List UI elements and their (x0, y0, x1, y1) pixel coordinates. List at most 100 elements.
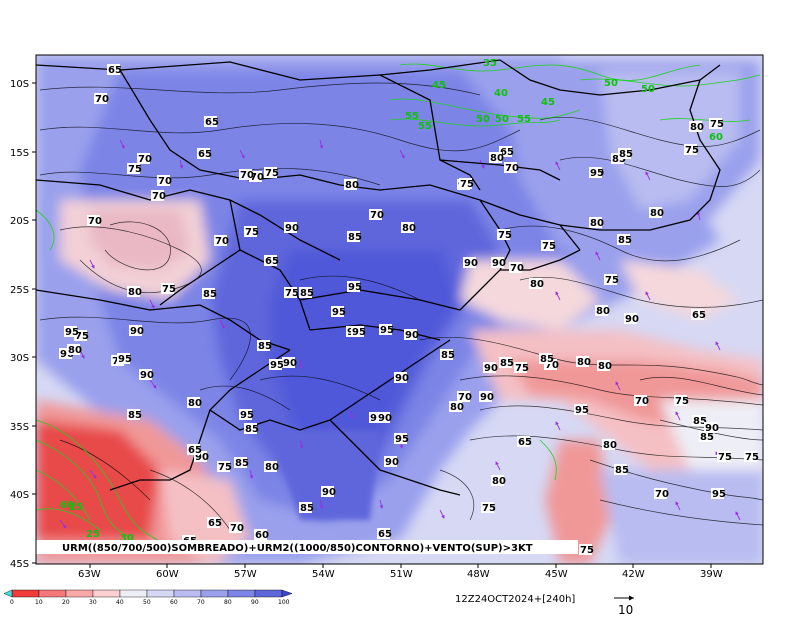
lon-label: 45W (545, 569, 568, 580)
contour-label-background (404, 329, 417, 340)
contour-label: 85 (245, 424, 259, 435)
contour-label-background (129, 325, 142, 336)
contour-label: 90 (405, 330, 419, 341)
contour-label-background (602, 439, 615, 450)
contour-label: 90 (395, 373, 409, 384)
contour-label-background (618, 148, 631, 159)
contour-label-background (377, 412, 390, 423)
contour-label-background (264, 255, 277, 266)
contour-label-background (514, 362, 527, 373)
contour-label-background (207, 517, 220, 528)
contour-label: 85 (619, 149, 633, 160)
colorbar-label: 70 (197, 599, 205, 606)
map-caption: URM((850/700/500)SOMBREADO)+URM2((1000/8… (62, 543, 533, 554)
contour-label-background (157, 175, 170, 186)
contour-label-background (249, 171, 262, 182)
contour-label: 75 (515, 363, 529, 374)
contour-label: 95 (270, 360, 284, 371)
lat-label: 40S (10, 490, 29, 501)
contour-label: 80 (265, 462, 279, 473)
contour-label-background (127, 286, 140, 297)
contour-label-background (127, 163, 140, 174)
contour-label: 75 (128, 164, 142, 175)
contour-label-background (483, 362, 496, 373)
contour-label: 70 (230, 523, 244, 534)
contour-label: 75 (542, 241, 556, 252)
urm2-contours (39, 82, 763, 531)
contour-label: 65 (108, 65, 122, 76)
contour-label-background (299, 287, 312, 298)
contour-label: 65 (692, 310, 706, 321)
contour-label: 80 (690, 122, 704, 133)
contour-label-background (347, 281, 360, 292)
contour-label: 80 (598, 361, 612, 372)
contour-label-background (64, 326, 77, 337)
contour-label: 95 (240, 410, 254, 421)
contour-label-background (744, 451, 757, 462)
plot-frame (35, 54, 764, 565)
contour-label-background (264, 167, 277, 178)
contour-label: 95 (332, 307, 346, 318)
contour-label: 75 (710, 119, 724, 130)
contour-label: 75 (482, 503, 496, 514)
contour-label: 80 (345, 180, 359, 191)
contour-label: 70 (95, 94, 109, 105)
contour-label: 85 (258, 341, 272, 352)
contour-label-background (614, 464, 627, 475)
colorbar-label: 100 (278, 599, 290, 606)
lon-label: 60W (156, 569, 179, 580)
contour-label: 90 (480, 392, 494, 403)
contour-label-background (529, 278, 542, 289)
lon-label: 63W (78, 569, 101, 580)
contour-label: 90 (60, 349, 74, 360)
contour-label-background (351, 326, 364, 337)
contour-label: 80 (650, 208, 664, 219)
contour-label: 80 (68, 345, 82, 356)
contour-label-background (654, 488, 667, 499)
contour-label-background (489, 152, 502, 163)
contour-label-background (449, 401, 462, 412)
contour-label: 75 (460, 179, 474, 190)
colorbar-segment (65, 589, 94, 598)
contour-label: 75 (685, 145, 699, 156)
contour-label-background (624, 313, 637, 324)
contour-label-background (74, 330, 87, 341)
colorbar-label: 40 (116, 599, 124, 606)
contour-label: 65 (518, 437, 532, 448)
contour-label-background (684, 144, 697, 155)
contour-label: 80 (603, 440, 617, 451)
contour-label: 85 (348, 232, 362, 243)
contour-label-background (689, 121, 702, 132)
contour-label: 65 (198, 149, 212, 160)
longitude-labels: 63W 60W 57W 54W 51W 48W 45W 42W 39W (78, 569, 723, 580)
contour-label: 60 (255, 530, 269, 541)
contour-label-background (347, 231, 360, 242)
contour-label: 85 (500, 358, 514, 369)
contour-label-background (257, 340, 270, 351)
contour-label: 95 (352, 327, 366, 338)
contour-label-background (539, 353, 552, 364)
contour-label: 90 (378, 413, 392, 424)
contour-label-background (151, 190, 164, 201)
contour-label-background (504, 162, 517, 173)
contour-label-background (239, 409, 252, 420)
lat-label: 20S (10, 216, 29, 227)
contour-label-background (692, 415, 705, 426)
contour-label: 70 (152, 191, 166, 202)
lat-label: 10S (10, 79, 29, 90)
contour-label-background (59, 348, 72, 359)
colorbar-label: 20 (62, 599, 70, 606)
lon-label: 42W (622, 569, 645, 580)
contour-label-background (499, 357, 512, 368)
colorbar-segment (254, 589, 283, 598)
contour-label: 90 (464, 258, 478, 269)
contour-label-background (244, 226, 257, 237)
contour-label: 75 (580, 545, 594, 556)
colorbar-segment (92, 589, 121, 598)
lat-label: 35S (10, 422, 29, 433)
contour-label-background (463, 257, 476, 268)
contour-label: 95 (65, 327, 79, 338)
contour-label: 90 (283, 358, 297, 369)
contour-label-green: 25 (69, 502, 83, 513)
